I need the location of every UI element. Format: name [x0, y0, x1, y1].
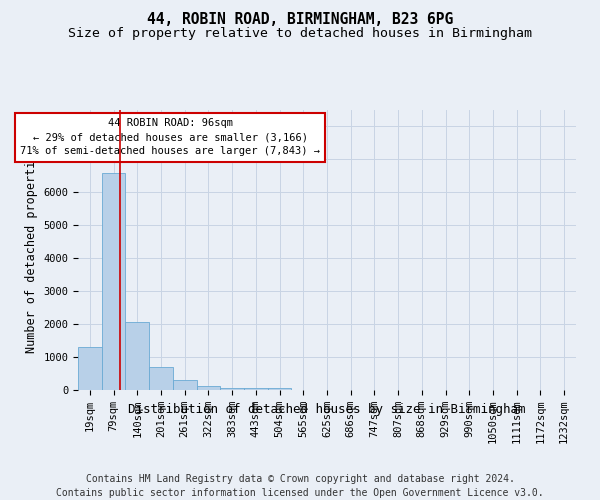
- Text: 44, ROBIN ROAD, BIRMINGHAM, B23 6PG: 44, ROBIN ROAD, BIRMINGHAM, B23 6PG: [147, 12, 453, 28]
- Text: Contains HM Land Registry data © Crown copyright and database right 2024.
Contai: Contains HM Land Registry data © Crown c…: [56, 474, 544, 498]
- Text: 44 ROBIN ROAD: 96sqm
← 29% of detached houses are smaller (3,166)
71% of semi-de: 44 ROBIN ROAD: 96sqm ← 29% of detached h…: [20, 118, 320, 156]
- Bar: [268, 388, 292, 390]
- Bar: [125, 322, 149, 390]
- Text: Size of property relative to detached houses in Birmingham: Size of property relative to detached ho…: [68, 28, 532, 40]
- Bar: [78, 347, 102, 390]
- Bar: [173, 380, 197, 390]
- Bar: [220, 388, 244, 390]
- Bar: [197, 386, 220, 390]
- Y-axis label: Number of detached properties: Number of detached properties: [25, 146, 38, 354]
- Bar: [102, 172, 125, 390]
- Text: Distribution of detached houses by size in Birmingham: Distribution of detached houses by size …: [128, 402, 526, 415]
- Bar: [244, 388, 268, 390]
- Bar: [149, 367, 173, 390]
